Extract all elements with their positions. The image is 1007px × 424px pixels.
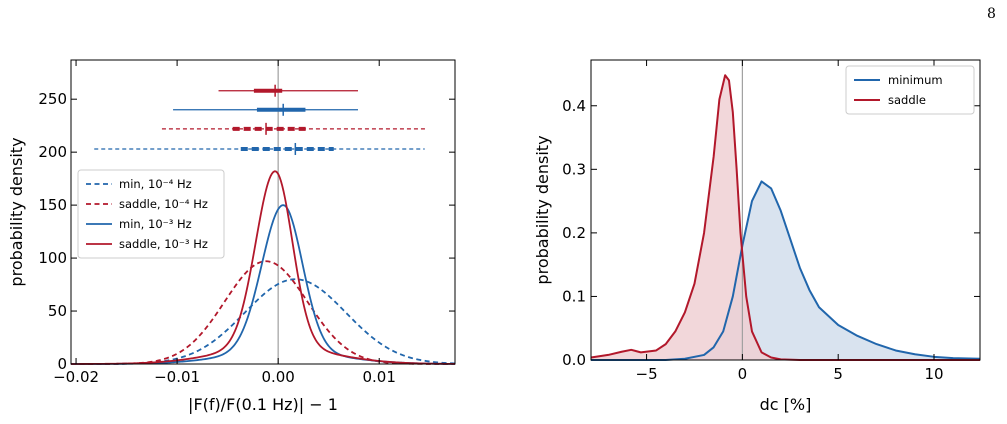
y-tick-label-2: 100 bbox=[38, 249, 67, 267]
y-tick-label-1: 50 bbox=[48, 302, 67, 320]
density-curve-1 bbox=[590, 74, 980, 361]
density-curve-3 bbox=[71, 170, 456, 365]
y-tick-label-2: 0.2 bbox=[562, 224, 586, 242]
y-tick-label-1: 0.1 bbox=[562, 287, 586, 305]
x-tick-label-0: −0.02 bbox=[53, 368, 99, 386]
x-axis-label: dc [%] bbox=[760, 395, 812, 414]
plot-frame bbox=[590, 59, 981, 361]
x-tick-label-0: −5 bbox=[636, 365, 658, 383]
y-axis-label: probability density bbox=[533, 135, 552, 284]
legend-box bbox=[845, 65, 975, 115]
legend-label-0: minimum bbox=[888, 73, 943, 87]
legend-label-3: saddle, 10⁻³ Hz bbox=[119, 237, 208, 251]
chart-frequency-ratio: −0.02 −0.01 0.00 0.01 0 50 100 150 200 250 |F(f)/F… bbox=[7, 59, 456, 414]
y-tick-label-3: 150 bbox=[38, 196, 67, 214]
x-tick-label-1: 0 bbox=[738, 365, 748, 383]
y-tick-label-0: 0 bbox=[57, 355, 67, 373]
legend-label-1: saddle, 10⁻⁴ Hz bbox=[119, 197, 208, 211]
page-number: 8 bbox=[987, 6, 996, 22]
plot-frame bbox=[70, 59, 456, 365]
x-tick-label-3: 0.01 bbox=[363, 368, 396, 386]
legend-label-2: min, 10⁻³ Hz bbox=[119, 217, 192, 231]
density-curve-1 bbox=[71, 260, 455, 365]
x-tick-label-2: 5 bbox=[833, 365, 843, 383]
y-tick-label-0: 0.0 bbox=[562, 351, 586, 369]
legend-label-0: min, 10⁻⁴ Hz bbox=[119, 177, 192, 191]
chart-dc-percent: −5 0 5 10 0.0 0.1 0.2 0.3 0.4 dc [%] probability d… bbox=[533, 59, 981, 414]
legend-box bbox=[77, 169, 225, 259]
x-tick-label-3: 10 bbox=[924, 365, 943, 383]
density-curve-0 bbox=[591, 180, 981, 361]
y-tick-label-5: 250 bbox=[38, 90, 67, 108]
legend-label-1: saddle bbox=[888, 93, 926, 107]
y-tick-label-4: 200 bbox=[38, 143, 67, 161]
x-tick-label-1: −0.01 bbox=[154, 368, 200, 386]
y-tick-label-4: 0.4 bbox=[562, 97, 586, 115]
x-tick-label-2: 0.00 bbox=[261, 368, 294, 386]
density-area-0 bbox=[591, 181, 980, 360]
y-tick-label-3: 0.3 bbox=[562, 160, 586, 178]
y-axis-label: probability density bbox=[7, 137, 26, 286]
density-curve-0 bbox=[71, 278, 456, 365]
x-axis-label: |F(f)/F(0.1 Hz)| − 1 bbox=[188, 395, 338, 414]
